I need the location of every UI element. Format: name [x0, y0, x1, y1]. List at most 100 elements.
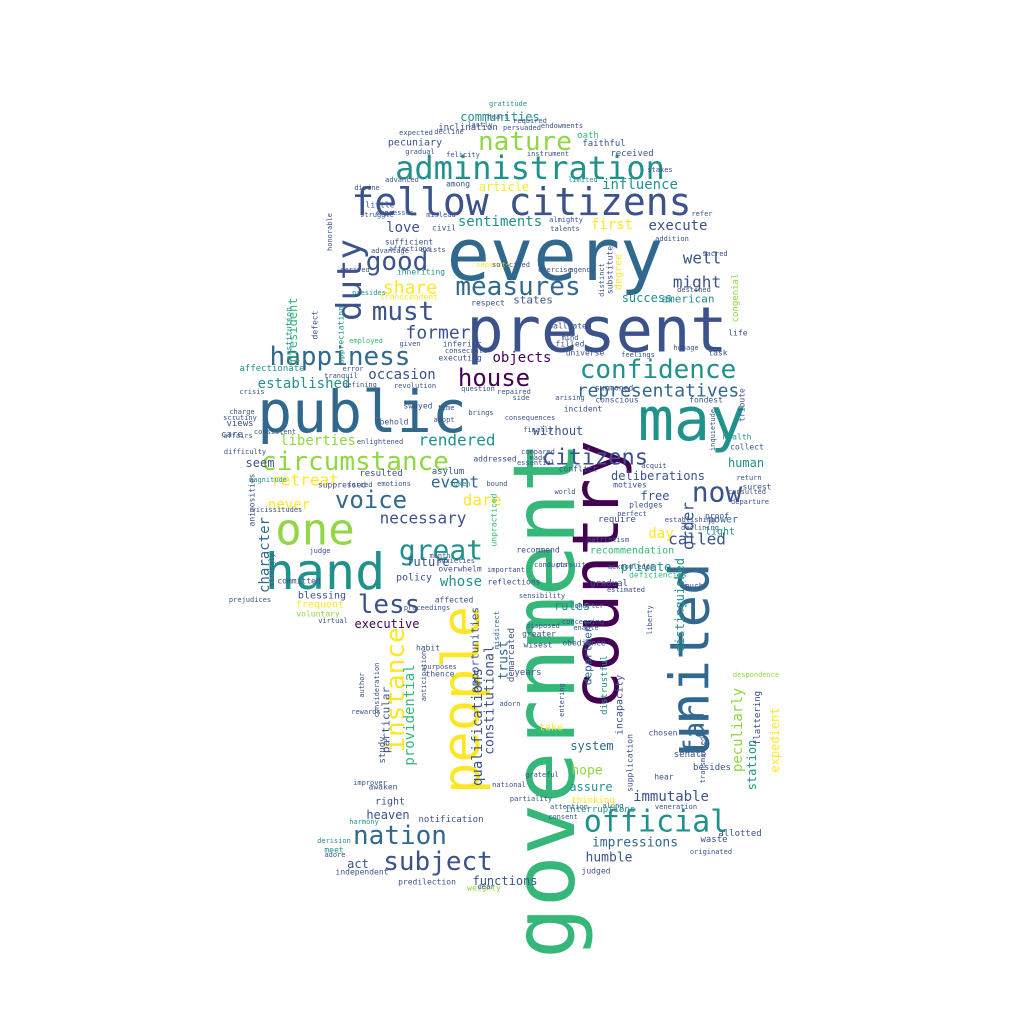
word-appreciation: appreciation	[337, 306, 346, 364]
word-inheriting: inheriting	[397, 268, 445, 277]
word-qualifications: qualifications	[470, 668, 486, 786]
word-inferior: inferior	[443, 340, 482, 349]
word-communities: communities	[460, 110, 539, 124]
word-american: american	[662, 293, 715, 306]
word-along: along	[602, 802, 623, 810]
word-hear: hear	[654, 773, 673, 782]
word-without: without	[533, 424, 584, 438]
word-love: love	[386, 220, 420, 236]
word-retreat: retreat	[271, 471, 338, 490]
word-distinguished: distinguished	[673, 558, 687, 652]
word-originated: originated	[690, 848, 732, 856]
word-limited: limited	[568, 176, 598, 184]
word-measures: measures	[455, 272, 580, 302]
word-order: order	[679, 502, 698, 551]
word-hope: hope	[571, 764, 602, 779]
word-good: good	[366, 247, 429, 277]
word-established: established	[258, 376, 351, 392]
word-mislead: mislead	[426, 211, 456, 219]
word-derived: derived	[340, 266, 370, 274]
word-given: given	[399, 340, 420, 348]
word-struggle: struggle	[360, 211, 394, 219]
word-success: success	[622, 291, 673, 305]
word-exists: exists	[420, 246, 445, 254]
word-well: well	[683, 249, 722, 268]
word-affectionate: affectionate	[239, 364, 304, 374]
word-subject: subject	[383, 847, 493, 877]
word-transmitted: transmitted	[699, 737, 707, 783]
word-forced: forced	[347, 481, 372, 489]
word-purposes: purposes	[423, 663, 457, 671]
word-entering: entering	[558, 683, 566, 717]
word-article: article	[479, 180, 530, 194]
word-finally: finally	[523, 426, 553, 434]
word-rendered: rendered	[418, 431, 495, 450]
word-circumstance: circumstance	[261, 447, 449, 477]
word-crisis: crisis	[239, 388, 264, 396]
word-demarcated: demarcated	[507, 628, 517, 682]
word-every: every	[447, 213, 664, 297]
word-return: return	[736, 474, 761, 482]
word-less: less	[358, 590, 421, 620]
word-agency: agency	[569, 266, 594, 274]
word-faithful: faithful	[582, 139, 625, 149]
word-consideration: consideration	[373, 663, 381, 718]
word-emotions: emotions	[377, 480, 411, 488]
word-impressions: impressions	[592, 836, 678, 851]
word-affections: affections	[389, 245, 431, 253]
word-flattering: flattering	[753, 691, 763, 745]
word-addressed: addressed	[473, 455, 517, 464]
word-motives: motives	[613, 481, 647, 490]
word-strongly: strongly	[268, 553, 276, 587]
word-humble: humble	[586, 851, 633, 866]
word-revolution: revolution	[394, 382, 436, 390]
word-allotted: allotted	[718, 829, 761, 839]
word-exercise: exercise	[538, 266, 572, 274]
word-resulted: resulted	[359, 469, 402, 479]
word-repaired: repaired	[497, 388, 531, 396]
word-month: month	[429, 552, 450, 560]
word-immutable: immutable	[633, 789, 709, 805]
word-judged: judged	[582, 867, 611, 876]
word-particular: particular	[380, 687, 393, 754]
word-unpracticed: unpracticed	[490, 493, 499, 546]
word-influence: influence	[602, 177, 678, 193]
word-much: much	[684, 582, 703, 591]
word-execute: execute	[648, 218, 707, 234]
word-liberty: liberty	[646, 605, 654, 635]
word-honage: honage	[673, 344, 698, 352]
word-despondence: despondence	[733, 671, 779, 679]
word-hand: hand	[265, 543, 385, 601]
word-reflections: reflections	[488, 578, 541, 587]
word-conscious: conscious	[595, 396, 639, 405]
word-providential: providential	[402, 664, 418, 765]
word-essential: essential	[517, 459, 555, 467]
word-obedience: obedience	[562, 639, 606, 648]
word-judge: judge	[309, 547, 330, 555]
word-power: power	[708, 515, 738, 526]
word-sentiments: sentiments	[458, 214, 542, 230]
word-palliated: palliated	[548, 322, 592, 331]
word-executive: executive	[354, 617, 419, 631]
word-may: may	[638, 385, 746, 455]
word-called: called	[668, 530, 726, 549]
word-incident: incident	[564, 405, 603, 414]
word-besides: besides	[693, 763, 731, 773]
word-disposed: disposed	[526, 622, 560, 630]
word-peculiarly: peculiarly	[730, 688, 746, 772]
word-years: years	[514, 668, 541, 678]
word-whose: whose	[440, 574, 482, 590]
word-required: required	[513, 117, 547, 125]
word-endowments: endowments	[541, 122, 583, 130]
word-official: official	[584, 805, 729, 840]
word-wisest: wisest	[524, 641, 553, 650]
word-proof: proof	[705, 512, 729, 521]
word-pledges: pledges	[629, 501, 663, 510]
word-future: future	[406, 555, 449, 569]
word-suppressed: suppressed	[318, 481, 366, 490]
word-act: act	[347, 857, 369, 871]
word-opportunities: opportunities	[469, 607, 482, 693]
word-free: free	[641, 489, 670, 503]
word-rules: rules	[554, 599, 590, 613]
word-senate: senate	[674, 750, 707, 760]
